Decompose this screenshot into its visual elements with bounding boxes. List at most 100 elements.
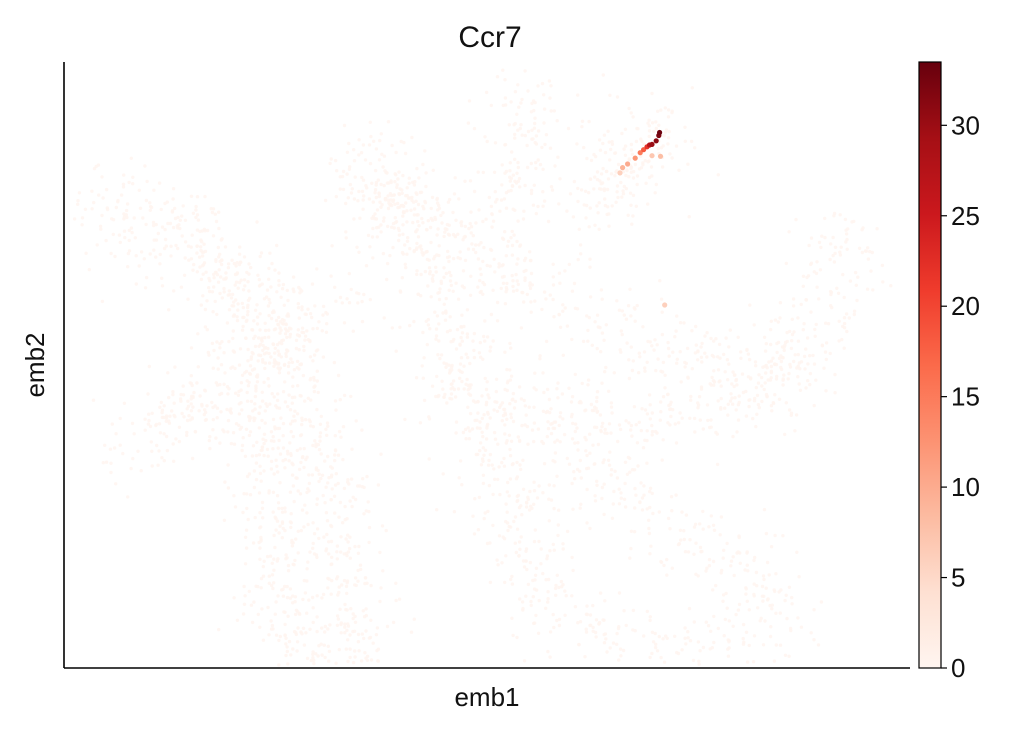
cell-point xyxy=(595,479,599,483)
cell-point xyxy=(513,90,518,94)
cell-point xyxy=(394,349,398,353)
cell-point xyxy=(654,182,658,187)
cell-point xyxy=(768,634,773,639)
cell-point xyxy=(346,478,350,482)
cell-point xyxy=(396,205,400,210)
cell-point xyxy=(454,420,459,424)
cell-point xyxy=(561,309,565,313)
cell-point xyxy=(523,278,527,283)
cell-point xyxy=(352,148,356,152)
cell-point xyxy=(697,395,702,399)
cell-point xyxy=(260,282,264,286)
cell-point xyxy=(164,434,169,439)
cell-point xyxy=(536,129,541,133)
cell-point xyxy=(278,452,283,456)
cell-point xyxy=(297,348,301,352)
cell-point xyxy=(487,483,492,488)
cell-point xyxy=(314,467,319,472)
cell-point xyxy=(588,257,592,261)
cell-point xyxy=(621,189,625,193)
cell-point xyxy=(752,323,756,327)
cell-point xyxy=(268,402,272,406)
cell-point xyxy=(721,599,725,603)
cell-point xyxy=(881,280,885,284)
cell-point xyxy=(871,288,875,292)
cell-point xyxy=(284,653,288,658)
cell-point xyxy=(215,273,220,277)
cell-point xyxy=(731,370,735,374)
cell-point xyxy=(245,390,249,395)
cell-point xyxy=(536,631,541,635)
cell-point xyxy=(281,434,285,438)
expressing-cell-point xyxy=(620,165,626,171)
cell-point xyxy=(529,271,534,276)
cell-point xyxy=(279,328,283,332)
cell-point xyxy=(290,544,295,548)
cell-point xyxy=(155,443,159,448)
cell-point xyxy=(438,287,442,291)
cell-point xyxy=(173,365,177,369)
cell-point xyxy=(585,521,589,525)
cell-point xyxy=(573,422,578,426)
cell-point xyxy=(698,649,702,653)
cell-point xyxy=(500,236,505,240)
cell-point xyxy=(551,262,555,266)
cell-point xyxy=(136,449,140,453)
cell-point xyxy=(659,655,663,660)
cell-point xyxy=(280,321,284,325)
cell-point xyxy=(705,566,709,570)
cell-point xyxy=(725,541,729,546)
cell-point xyxy=(866,246,870,250)
cell-point xyxy=(694,541,698,545)
cell-point xyxy=(507,433,512,437)
cell-point xyxy=(579,502,583,506)
cell-point xyxy=(254,461,259,465)
cell-point xyxy=(508,161,512,165)
cell-point xyxy=(496,477,500,482)
cell-point xyxy=(661,395,666,399)
cell-point xyxy=(269,439,274,443)
cell-point xyxy=(468,361,472,366)
cell-point xyxy=(727,646,731,650)
cell-point xyxy=(603,197,607,201)
cell-point xyxy=(137,188,141,192)
cell-point xyxy=(788,329,792,334)
cell-point xyxy=(492,408,496,412)
cell-point xyxy=(575,426,579,430)
cell-point xyxy=(763,364,767,368)
cell-point xyxy=(716,173,720,177)
cell-point xyxy=(370,216,374,220)
cell-point xyxy=(345,297,349,301)
cell-point xyxy=(288,408,293,412)
cell-point xyxy=(252,600,256,604)
cell-point xyxy=(694,343,698,347)
cell-point xyxy=(767,360,771,364)
cell-point xyxy=(515,279,519,283)
cell-point xyxy=(397,192,402,197)
cell-point xyxy=(329,498,333,502)
cell-point xyxy=(675,650,679,655)
cell-point xyxy=(783,598,787,603)
cell-point xyxy=(419,294,423,298)
cell-point xyxy=(460,483,464,487)
cell-point xyxy=(660,458,664,462)
cell-point xyxy=(729,392,733,396)
cell-point xyxy=(709,383,714,387)
cell-point xyxy=(845,237,849,242)
cell-point xyxy=(495,319,500,323)
cell-point xyxy=(280,287,285,291)
cell-point xyxy=(619,491,623,495)
cell-point xyxy=(200,264,205,268)
cell-point xyxy=(499,286,503,291)
cell-point xyxy=(830,305,834,310)
cell-point xyxy=(669,400,673,404)
cell-point xyxy=(529,300,533,304)
cell-point xyxy=(470,427,475,431)
cell-point xyxy=(443,227,447,231)
cell-point xyxy=(376,178,380,182)
cell-point xyxy=(833,245,838,249)
cell-point xyxy=(233,505,238,509)
colorbar-tick-label: 15 xyxy=(951,382,980,412)
cell-point xyxy=(158,262,162,266)
cell-point xyxy=(290,540,294,545)
